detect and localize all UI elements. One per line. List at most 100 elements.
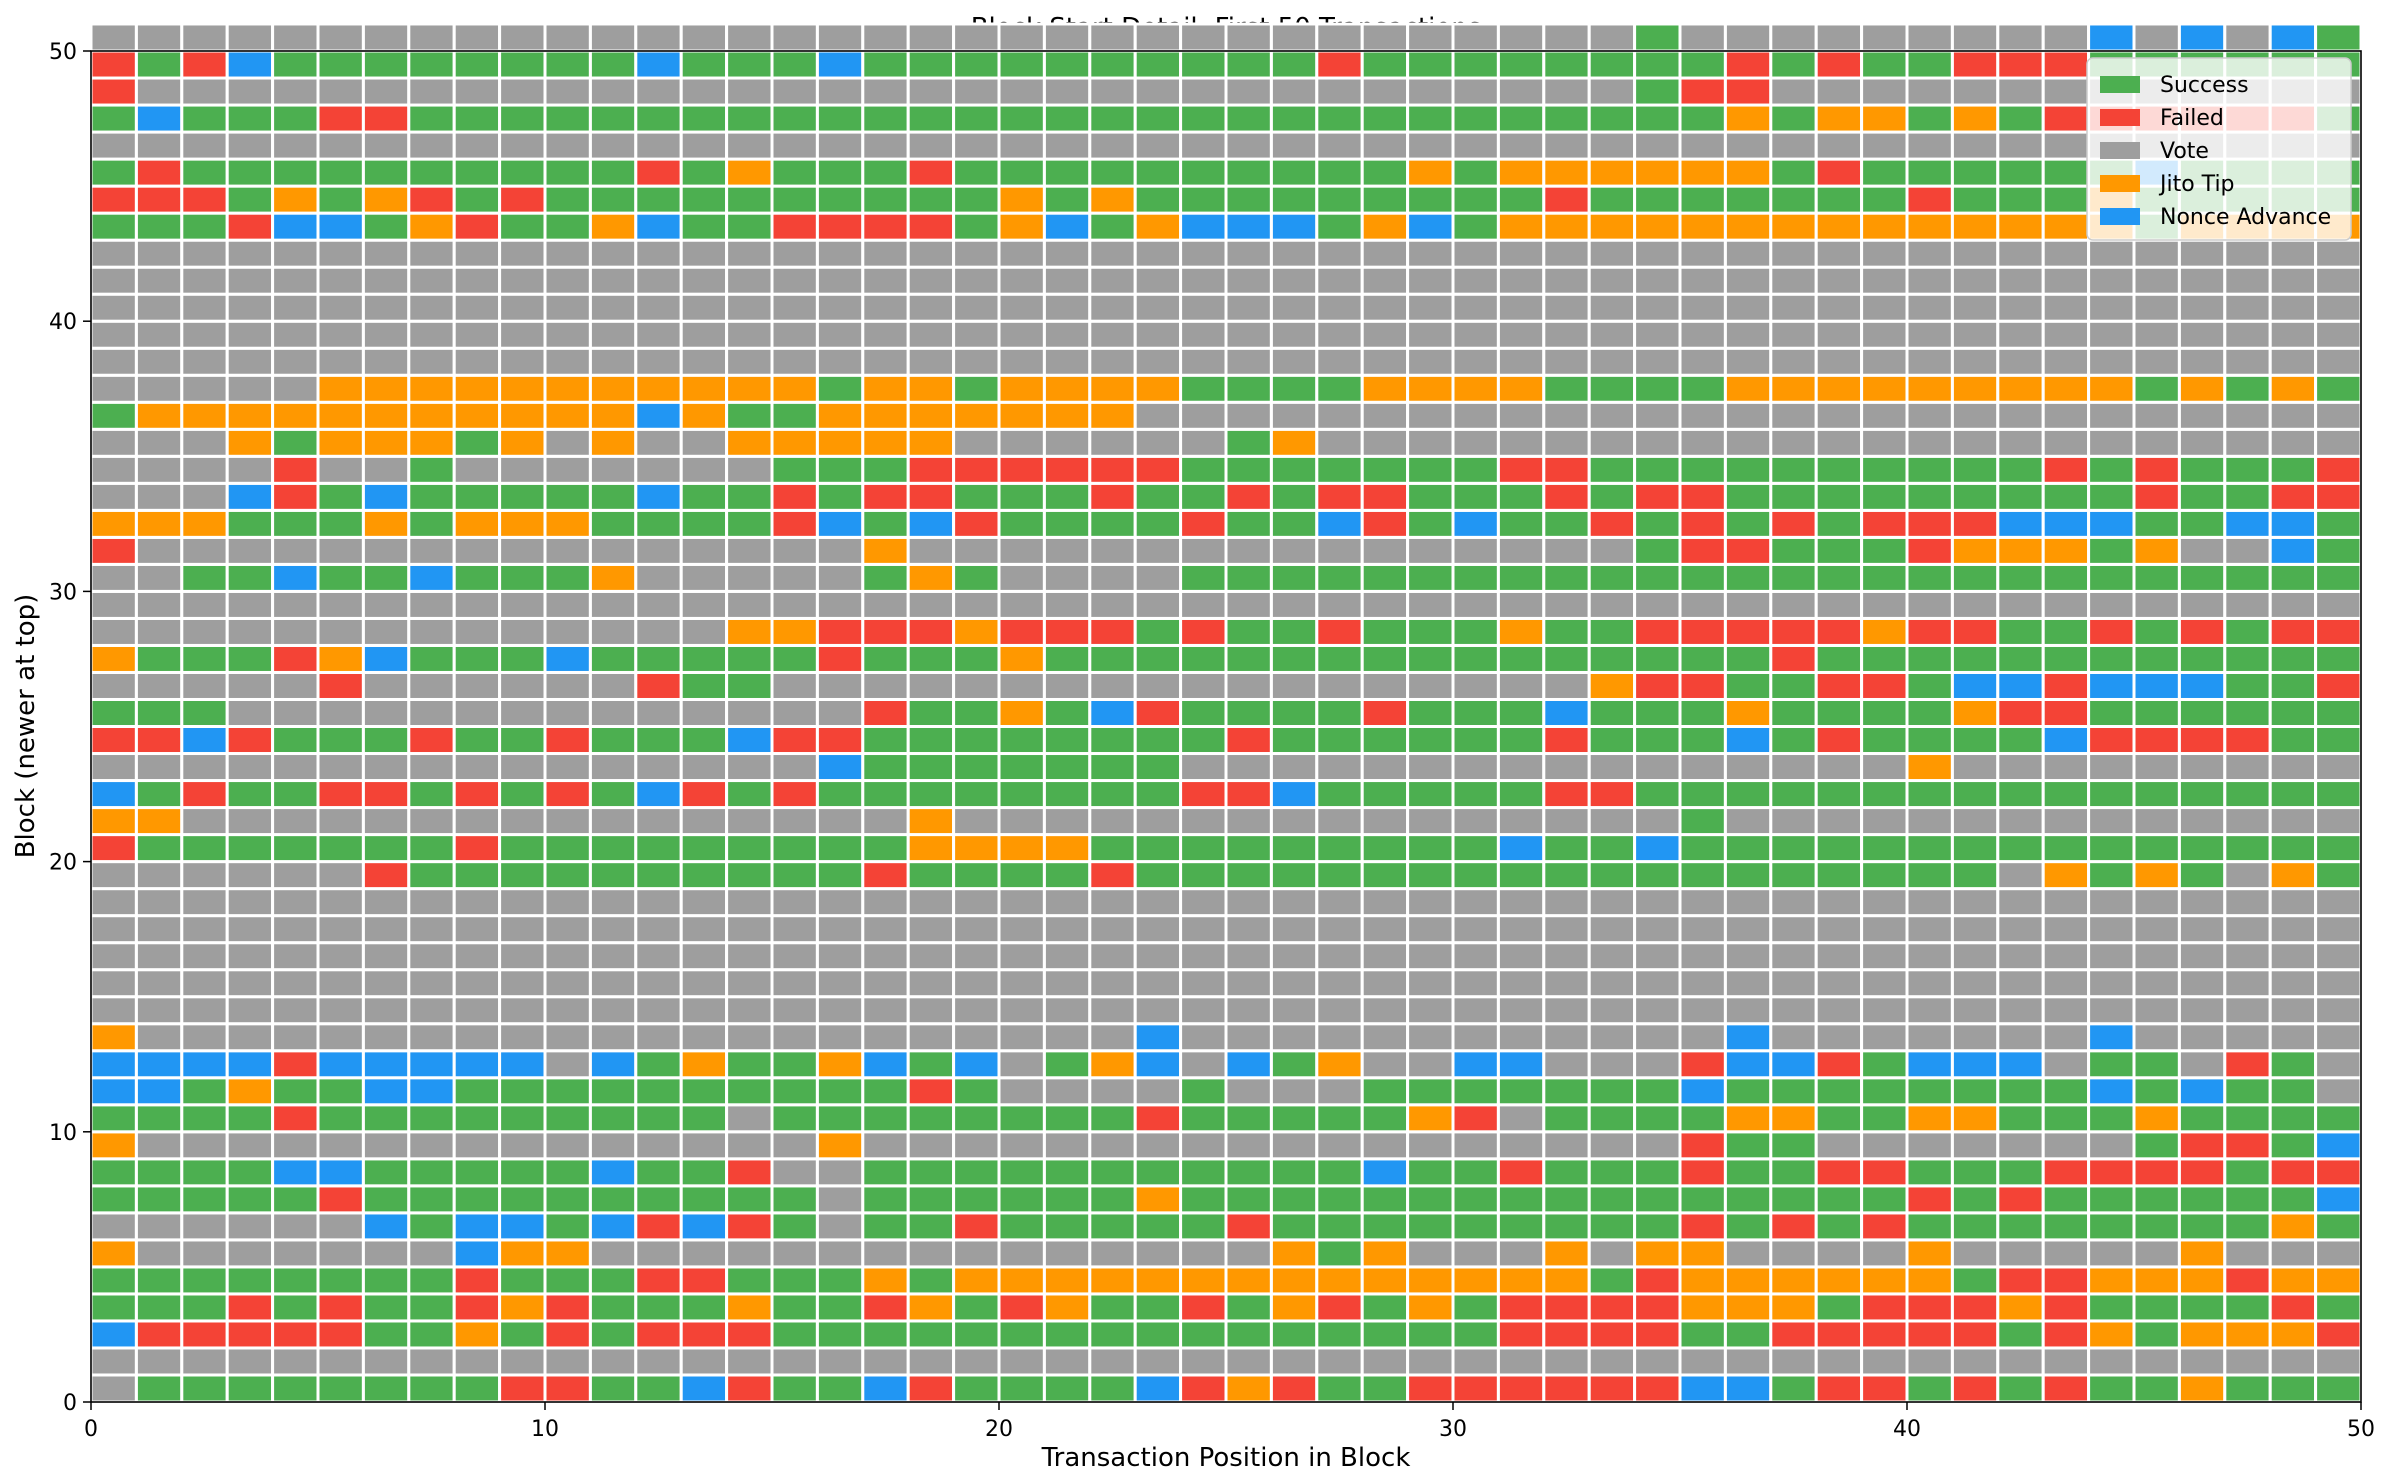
cell-success [89, 103, 138, 134]
cell-jito-tip [543, 373, 592, 404]
cell-success [1814, 643, 1864, 674]
cell-success [1678, 373, 1727, 404]
cell-success [1950, 481, 2000, 512]
cell-success [906, 1103, 956, 1134]
cell-failed [180, 779, 229, 810]
cell-success [2041, 184, 2091, 215]
cell-vote [2087, 806, 2136, 837]
cell-success [1905, 725, 1954, 756]
cell-vote [588, 346, 638, 377]
cell-jito-tip [2087, 373, 2136, 404]
cell-nonce-advance [316, 211, 365, 242]
cell-vote [906, 968, 956, 999]
legend-label-nonce-advance: Nonce Advance [2160, 205, 2331, 230]
cell-vote [634, 941, 683, 972]
y-tick-label: 10 [49, 1121, 77, 1146]
legend-swatch-nonce-advance [2100, 208, 2140, 225]
cell-vote [180, 995, 229, 1026]
cell-success [1496, 481, 1546, 512]
cell-success [1133, 1211, 1183, 1242]
cell-success [1542, 833, 1591, 864]
cell-vote [134, 1022, 184, 1053]
cell-vote [1814, 238, 1864, 269]
cell-vote [815, 562, 865, 593]
cell-vote [1950, 1346, 2000, 1377]
cell-success [1950, 779, 2000, 810]
cell-vote [498, 1022, 547, 1053]
cell-nonce-advance [2087, 22, 2136, 53]
cell-vote [498, 454, 547, 485]
cell-success [1678, 49, 1727, 80]
cell-vote [1542, 670, 1591, 701]
cell-success [1451, 157, 1500, 188]
cell-success [2041, 1103, 2091, 1134]
cell-success [2177, 643, 2227, 674]
cell-success [1088, 103, 1137, 134]
cell-vote [861, 1238, 910, 1269]
cell-success [225, 833, 275, 864]
cell-success [861, 1157, 910, 1188]
cell-nonce-advance [1451, 1049, 1500, 1080]
cell-jito-tip [1950, 103, 2000, 134]
cell-success [1088, 643, 1137, 674]
cell-success [1950, 1211, 2000, 1242]
cell-vote [906, 1022, 956, 1053]
cell-success [452, 562, 502, 593]
cell-jito-tip [361, 373, 411, 404]
cell-vote [1996, 806, 2045, 837]
cell-success [1542, 373, 1591, 404]
cell-vote [2223, 995, 2272, 1026]
cell-success [1133, 1319, 1183, 1350]
cell-vote [2087, 752, 2136, 783]
cell-vote [2041, 887, 2091, 918]
cell-success [180, 833, 229, 864]
cell-vote [1406, 887, 1455, 918]
cell-success [2132, 562, 2181, 593]
cell-success [588, 1319, 638, 1350]
cell-vote [679, 454, 729, 485]
cell-vote [2314, 589, 2363, 620]
cell-success [1587, 481, 1637, 512]
cell-vote [861, 130, 910, 161]
cell-vote [452, 752, 502, 783]
cell-success [1723, 1211, 1773, 1242]
cell-failed [1769, 1211, 1818, 1242]
cell-vote [316, 697, 365, 728]
cell-vote [2177, 1049, 2227, 1080]
cell-failed [271, 1103, 320, 1134]
cell-nonce-advance [134, 103, 184, 134]
cell-success [89, 1265, 138, 1296]
cell-vote [1406, 995, 1455, 1026]
cell-success [2132, 1373, 2181, 1404]
cell-success [2223, 562, 2272, 593]
cell-success [1042, 643, 1092, 674]
cell-vote [588, 22, 638, 53]
cell-vote [271, 373, 320, 404]
cell-success [2041, 481, 2091, 512]
cell-success [1088, 508, 1137, 539]
cell-success [1860, 643, 1909, 674]
cell-vote [1406, 76, 1455, 107]
cell-success [1179, 1157, 1228, 1188]
cell-vote [588, 887, 638, 918]
cell-jito-tip [452, 400, 502, 431]
cell-vote [89, 427, 138, 458]
cell-vote [952, 806, 1001, 837]
cell-success [2041, 616, 2091, 647]
cell-vote [906, 1130, 956, 1161]
cell-failed [1860, 1157, 1909, 1188]
cell-success [1406, 49, 1455, 80]
cell-success [815, 157, 865, 188]
cell-jito-tip [1496, 1265, 1546, 1296]
cell-vote [1133, 1346, 1183, 1377]
cell-vote [1406, 1130, 1455, 1161]
cell-vote [815, 319, 865, 350]
cell-vote [679, 535, 729, 566]
cell-nonce-advance [2268, 535, 2318, 566]
cell-jito-tip [89, 1022, 138, 1053]
cell-jito-tip [1542, 1265, 1591, 1296]
cell-success [1905, 454, 1954, 485]
cell-jito-tip [679, 373, 729, 404]
cell-vote [316, 1130, 365, 1161]
cell-success [1769, 562, 1818, 593]
